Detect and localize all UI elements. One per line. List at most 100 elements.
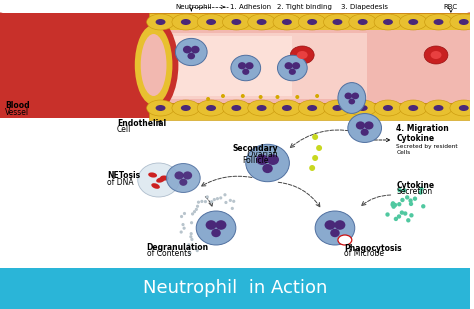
Ellipse shape: [307, 105, 317, 111]
Ellipse shape: [338, 235, 352, 245]
Ellipse shape: [348, 99, 355, 104]
Ellipse shape: [450, 14, 474, 30]
Ellipse shape: [160, 176, 169, 180]
Ellipse shape: [248, 14, 275, 30]
Text: Neutrophil: Neutrophil: [175, 4, 211, 10]
Circle shape: [312, 134, 318, 140]
Circle shape: [229, 199, 232, 202]
Circle shape: [182, 223, 184, 226]
Ellipse shape: [450, 100, 474, 116]
Ellipse shape: [148, 172, 157, 178]
Ellipse shape: [325, 220, 336, 230]
Ellipse shape: [289, 69, 296, 75]
Ellipse shape: [291, 46, 314, 64]
Ellipse shape: [349, 14, 376, 30]
Circle shape: [392, 205, 396, 209]
Ellipse shape: [434, 105, 444, 111]
Text: Vessel: Vessel: [5, 108, 29, 116]
Ellipse shape: [282, 19, 292, 25]
Ellipse shape: [129, 18, 178, 112]
Ellipse shape: [138, 163, 179, 197]
Text: Blood: Blood: [5, 100, 29, 109]
Circle shape: [316, 145, 322, 151]
Circle shape: [419, 187, 424, 191]
Text: Cytokine: Cytokine: [396, 180, 435, 189]
Ellipse shape: [374, 14, 402, 30]
Ellipse shape: [273, 100, 301, 116]
Ellipse shape: [358, 19, 368, 25]
Circle shape: [405, 195, 410, 200]
Ellipse shape: [156, 177, 165, 183]
Ellipse shape: [211, 229, 221, 237]
Ellipse shape: [242, 69, 249, 75]
Bar: [168, 33, 367, 99]
Ellipse shape: [292, 62, 300, 69]
Text: 3. Diapedesis: 3. Diapedesis: [341, 4, 388, 10]
Ellipse shape: [206, 105, 216, 111]
Text: Cytokine: Cytokine: [396, 133, 435, 142]
Text: of Microbe: of Microbe: [344, 249, 384, 259]
Text: NETosis: NETosis: [107, 171, 140, 180]
Ellipse shape: [135, 25, 173, 105]
Text: Follicle: Follicle: [242, 155, 269, 164]
Circle shape: [400, 210, 404, 215]
Ellipse shape: [246, 62, 254, 69]
Ellipse shape: [434, 19, 444, 25]
Ellipse shape: [172, 100, 200, 116]
Ellipse shape: [256, 105, 266, 111]
Circle shape: [421, 204, 426, 209]
Ellipse shape: [282, 105, 292, 111]
Ellipse shape: [206, 19, 216, 25]
Ellipse shape: [197, 14, 225, 30]
Ellipse shape: [191, 46, 200, 53]
Circle shape: [221, 94, 225, 98]
Ellipse shape: [425, 100, 452, 116]
Text: Neutrophil  in Action: Neutrophil in Action: [143, 279, 327, 297]
Circle shape: [231, 207, 234, 210]
Circle shape: [385, 212, 390, 217]
Ellipse shape: [364, 121, 374, 129]
Ellipse shape: [231, 55, 261, 81]
Ellipse shape: [330, 229, 340, 237]
Ellipse shape: [348, 113, 382, 142]
Ellipse shape: [231, 19, 241, 25]
Circle shape: [210, 200, 213, 203]
Circle shape: [213, 198, 216, 201]
Bar: [0, 13, 164, 118]
Ellipse shape: [324, 14, 351, 30]
Circle shape: [393, 203, 397, 207]
Text: Secretion: Secretion: [396, 187, 432, 196]
Ellipse shape: [349, 100, 376, 116]
Ellipse shape: [256, 19, 266, 25]
Circle shape: [403, 211, 408, 216]
Circle shape: [197, 201, 200, 204]
Ellipse shape: [297, 51, 308, 59]
Ellipse shape: [356, 121, 365, 129]
Ellipse shape: [383, 19, 393, 25]
Ellipse shape: [361, 129, 369, 136]
Ellipse shape: [248, 100, 275, 116]
Text: Endothelial: Endothelial: [117, 118, 166, 128]
Circle shape: [190, 221, 193, 224]
Ellipse shape: [222, 14, 250, 30]
Ellipse shape: [408, 19, 418, 25]
Ellipse shape: [358, 105, 368, 111]
Ellipse shape: [351, 92, 359, 99]
Ellipse shape: [400, 14, 427, 30]
Ellipse shape: [181, 105, 191, 111]
Circle shape: [193, 210, 196, 213]
Ellipse shape: [183, 171, 192, 180]
Circle shape: [201, 200, 203, 203]
Ellipse shape: [151, 183, 160, 189]
Bar: [149, 103, 470, 120]
Bar: [159, 30, 470, 103]
Ellipse shape: [148, 29, 170, 103]
Bar: [173, 36, 292, 96]
Ellipse shape: [430, 51, 441, 59]
Ellipse shape: [262, 164, 273, 173]
Circle shape: [309, 165, 315, 171]
Circle shape: [223, 193, 227, 197]
Ellipse shape: [284, 62, 293, 69]
Circle shape: [196, 249, 199, 252]
Circle shape: [315, 94, 319, 98]
